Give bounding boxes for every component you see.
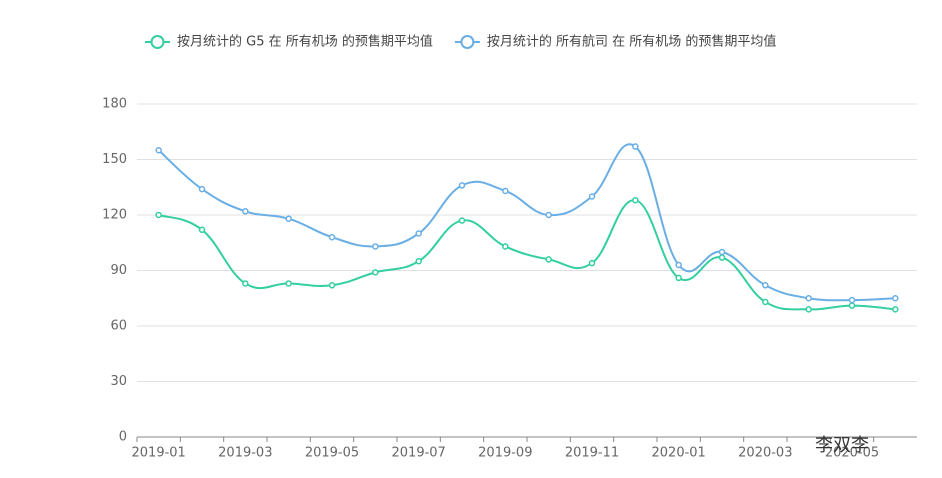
data-point [155, 211, 162, 219]
data-point [372, 269, 379, 276]
data-point [545, 256, 552, 263]
data-point [458, 182, 466, 189]
legend-text: 按月统计的 所有航司 在 所有机场 的预售期平均值 [487, 34, 777, 50]
data-point [675, 274, 682, 282]
x-tick-label: 2019-11 [565, 446, 619, 461]
data-point [632, 196, 639, 204]
legend-item[interactable]: 按月统计的 所有航司 在 所有机场 的预售期平均值 [454, 34, 777, 50]
data-point [892, 295, 899, 302]
y-tick-label: 150 [102, 152, 127, 167]
data-point [805, 306, 812, 313]
data-point [285, 280, 292, 287]
data-point [588, 193, 596, 200]
x-tick-label: 2019-09 [478, 446, 532, 461]
data-point [328, 282, 336, 289]
y-tick-label: 120 [102, 208, 127, 223]
data-point [892, 306, 899, 313]
data-point [675, 261, 682, 269]
watermark: 李双李 [815, 435, 869, 456]
x-tick-label: 2019-07 [392, 446, 446, 461]
y-tick-label: 180 [102, 97, 127, 112]
legend-symbol [150, 35, 165, 49]
data-point [502, 187, 509, 195]
data-point [198, 185, 206, 193]
data-point [242, 208, 249, 215]
data-point [198, 226, 206, 234]
data-point [415, 258, 422, 265]
data-point [328, 233, 336, 241]
legend-text: 按月统计的 G5 在 所有机场 的预售期平均值 [177, 34, 433, 50]
legend-symbol [460, 35, 475, 49]
data-point [762, 298, 769, 306]
data-point [458, 217, 466, 224]
data-point [285, 215, 292, 222]
legend-item[interactable]: 按月统计的 G5 在 所有机场 的预售期平均值 [145, 34, 433, 50]
data-point [242, 280, 249, 287]
x-tick-label: 2020-01 [652, 446, 706, 461]
y-tick-label: 0 [119, 430, 127, 445]
data-point [155, 147, 162, 154]
data-point [805, 295, 812, 302]
data-point [372, 243, 379, 250]
x-tick-label: 2019-05 [305, 446, 359, 461]
data-point [848, 296, 856, 304]
y-tick-label: 90 [110, 263, 127, 278]
data-point [718, 254, 726, 261]
x-tick-label: 2020-03 [738, 446, 792, 461]
y-tick-label: 30 [110, 374, 127, 389]
data-point [718, 248, 726, 256]
data-point [632, 143, 639, 150]
data-point [762, 282, 769, 289]
x-tick-label: 2019-03 [218, 446, 272, 461]
x-tick-label: 2019-01 [132, 446, 186, 461]
x-tick-label: 2020-05 [825, 446, 879, 461]
data-point [545, 211, 552, 219]
data-point [502, 243, 509, 250]
data-point [848, 302, 856, 309]
data-point [415, 230, 422, 237]
series-line [157, 143, 896, 302]
data-point [588, 259, 596, 267]
y-tick-label: 60 [110, 319, 127, 334]
